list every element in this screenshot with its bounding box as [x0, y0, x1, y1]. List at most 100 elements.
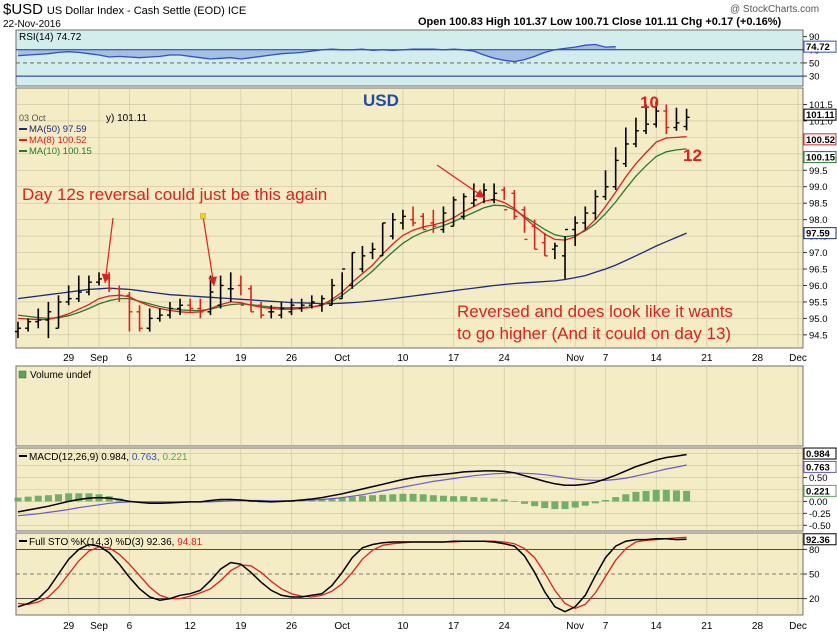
note-right-line-1: Reversed and does look like it wants [457, 302, 733, 321]
price-x-tick-label: 10 [397, 353, 409, 364]
price-x-tick-label: Oct [334, 353, 350, 364]
macd-histogram-bar [308, 500, 316, 502]
macd-histogram-bar [338, 497, 346, 502]
price-x-tick-label: 12 [185, 353, 197, 364]
macd-histogram-bar [632, 491, 640, 502]
ma8-last-value: 100.52 [806, 135, 835, 146]
macd-histogram-bar [75, 493, 83, 502]
macd-axis-tick-label: -0.25 [809, 509, 831, 520]
note-left: Day 12s reversal could just be this agai… [22, 185, 328, 204]
macd-histogram-bar [521, 501, 528, 504]
note-right-line-2: to go higher (And it could on day 13) [457, 324, 732, 343]
usd-label: USD [363, 91, 399, 110]
bottom-x-tick-label: Dec [789, 621, 807, 632]
macd-histogram-bar [24, 496, 32, 502]
macd-histogram-bar [379, 494, 387, 502]
macd-histogram-bar [409, 493, 417, 502]
macd-hist-last-value: 0.221 [806, 486, 830, 497]
bottom-x-tick-label: 29 [63, 621, 75, 632]
macd-histogram-bar [571, 501, 579, 508]
chart-date: 22-Nov-2016 [3, 19, 61, 30]
macd-histogram-bar [531, 501, 539, 507]
macd-histogram-bar [652, 489, 660, 502]
macd-legend: MACD(12,26,9) 0.984, 0.763, 0.221 [29, 452, 188, 463]
price-x-tick-label: 26 [286, 353, 298, 364]
bottom-x-tick-label: 17 [448, 621, 460, 632]
price-axis-tick-label: 96.5 [809, 265, 828, 276]
stochastic-last-value: 92.36 [806, 535, 830, 546]
bottom-x-tick-label: Sep [90, 621, 108, 632]
rsi-line [17, 43, 616, 63]
watermark: @ StockCharts.com [730, 4, 820, 15]
macd-histogram-bar [510, 501, 518, 503]
price-x-tick-label: 29 [63, 353, 75, 364]
stochastic-k-line [17, 537, 687, 613]
arrow-sep-2-head [101, 273, 111, 283]
arrow-sep-2 [104, 217, 114, 284]
macd-histogram-bar [399, 493, 407, 502]
ticker-symbol: $USD [3, 1, 44, 18]
macd-histogram-bar [389, 494, 397, 502]
price-x-tick-label: 21 [701, 353, 713, 364]
stochastic-d-line [17, 536, 687, 610]
rsi-panel [15, 29, 804, 87]
ma50-line [17, 232, 687, 305]
bottom-x-tick-label: 10 [397, 621, 409, 632]
macd-histogram-bar [642, 490, 650, 502]
macd-axis-tick-label: 0.00 [809, 497, 828, 508]
arrow-oct-27 [436, 164, 486, 199]
macd-histogram-bar [591, 501, 599, 504]
rsi-last-value: 74.72 [806, 42, 830, 53]
macd-histogram-bar [217, 499, 225, 502]
macd-histogram-bar [247, 501, 255, 503]
stochastic-legend: Full STO %K(14,3) %D(3) 92.36, 94.81 [29, 537, 203, 548]
rsi-last-value-box [803, 40, 837, 53]
macd-histogram-bar [541, 501, 549, 509]
day-10-label: 10 [640, 93, 659, 112]
macd-histogram-bar [612, 497, 620, 502]
stochastic-legend-value: 92.36, [147, 537, 178, 548]
price-x-tick-label: 24 [499, 353, 511, 364]
macd-histogram-bar [500, 499, 508, 502]
macd-histogram-bar [581, 501, 589, 506]
stochastic-axis-tick-label: 20 [809, 594, 820, 605]
macd-legend-value: 0.221 [162, 452, 187, 463]
macd-axis-tick-label: -0.50 [809, 521, 831, 532]
arrow-sep-19-head [208, 276, 218, 286]
price-x-tick-label: Dec [789, 353, 807, 364]
macd-signal-last-value-box [803, 460, 837, 473]
macd-last-value-box [803, 447, 837, 460]
macd-histogram-bar [358, 495, 366, 502]
price-axis-tick-label: 95.0 [809, 314, 828, 325]
ma-legend-entry: MA(50) 97.59 [29, 124, 87, 135]
macd-histogram-bar [551, 501, 559, 510]
macd-line [17, 453, 687, 513]
macd-legend-value: 0.763, [132, 452, 163, 463]
macd-histogram-bar [470, 497, 478, 502]
bottom-x-tick-label: Oct [334, 621, 350, 632]
price-x-tick-label: 6 [127, 353, 133, 364]
ma10-last-value-box [803, 151, 837, 164]
price-axis-tick-label: 99.0 [809, 182, 828, 193]
bottom-x-tick-label: Nov [566, 621, 584, 632]
macd-histogram-bar [34, 495, 42, 502]
ohlc-readout: Open 100.83 High 101.37 Low 100.71 Close… [418, 16, 782, 28]
macd-axis-tick-label: 0.50 [809, 473, 828, 484]
macd-histogram-bar [348, 496, 356, 502]
price-legend: y) 101.11 [106, 113, 147, 124]
rsi-overbought-fill [18, 44, 616, 62]
price-x-tick-label: 14 [651, 353, 663, 364]
macd-histogram-bar [14, 497, 22, 502]
macd-signal-last-value: 0.763 [806, 462, 830, 473]
price-date-line: 03 Oct [19, 113, 46, 123]
macd-histogram-bar [44, 495, 52, 502]
ticker-title: $USD US Dollar Index - Cash Settle (EOD)… [3, 1, 246, 18]
volume-legend-swatch [18, 370, 27, 379]
ma-legend-entry: MA(10) 100.15 [29, 146, 92, 157]
bottom-x-tick-label: 6 [127, 621, 133, 632]
macd-histogram-bar [662, 489, 670, 502]
price-axis-tick-label: 94.5 [809, 330, 828, 341]
stochastic-legend-value: 94.81 [177, 537, 202, 548]
bottom-x-tick-label: 12 [185, 621, 197, 632]
